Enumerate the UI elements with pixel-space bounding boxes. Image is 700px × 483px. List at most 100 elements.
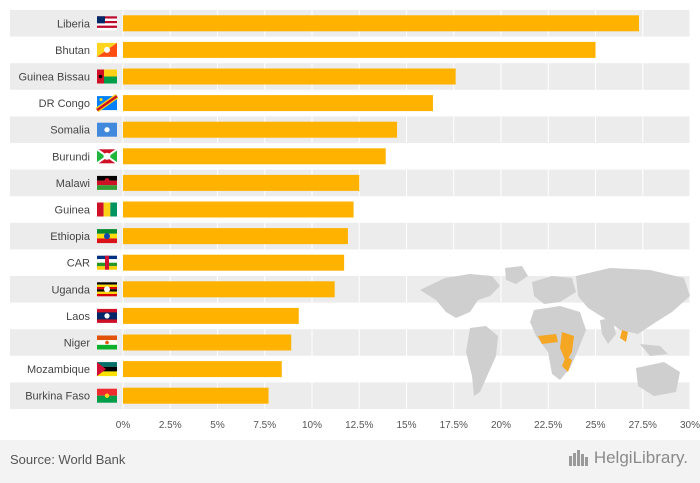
flag-band [97,335,117,341]
x-tick-label: 30% [680,420,700,431]
brand-name: HelgiLibrary. [593,448,688,467]
source-text: Source: World Bank [10,452,126,467]
category-label: Bhutan [55,45,90,57]
country-flag-icon [97,282,117,297]
flag-part [97,362,106,377]
bar [123,201,354,218]
flag-band [97,388,117,396]
bar [123,174,360,191]
flag-band [97,284,117,287]
category-label: Uganda [51,284,90,296]
x-tick-label: 5% [210,420,225,431]
flag-stripe [97,20,117,24]
bars [123,15,639,404]
flag-band [97,291,117,294]
map-landmass [466,326,498,396]
x-tick-label: 12.5% [345,420,373,431]
country-flag-icon [97,308,117,323]
map-highlight-region [562,356,572,372]
flag-band [97,371,117,377]
flag-band [97,180,117,186]
bar [123,228,348,245]
flag-diagonal [96,95,118,112]
x-tick-label: 0% [116,420,131,431]
map-landmass [636,362,680,396]
x-tick-label: 17.5% [440,420,468,431]
bar [123,334,292,351]
flag-stripe [97,25,117,28]
x-axis-ticks: 0% 2.5% 5% 7.5% 10% 12.5% 15% 17.5% 20% 22.5% 25% 2… [116,420,700,431]
helgi-library-logo-icon [568,450,588,466]
country-flag-icon [97,175,117,190]
flag-star [104,127,110,133]
flag-band [97,69,117,77]
x-tick-label: 2.5% [159,420,182,431]
map-highlight-region [538,334,558,344]
flag-band [110,202,117,217]
map-landmass [640,344,668,356]
flags [95,16,119,403]
flag-band [97,202,104,217]
category-label: Ethiopia [50,231,91,243]
flag-disc [104,286,110,293]
flag-band [97,282,117,285]
flag-sun [104,178,110,183]
flag-part [107,149,117,164]
category-label: Burundi [52,151,90,163]
flag-star [104,393,110,398]
brand[interactable]: HelgiLibrary. [568,448,688,468]
map-landmass [600,318,616,344]
map-landmass [505,266,528,284]
map-highlight-region [620,330,628,342]
category-label: Guinea [55,205,91,217]
country-flag-icon [97,16,117,31]
category-label: Niger [64,338,91,350]
country-flag-icon [97,202,117,217]
world-map-icon [420,266,690,396]
flag-part [97,149,107,164]
country-flag-icon [97,362,117,377]
flag-disc [105,340,109,345]
flag-disc [103,152,111,160]
flag-band [97,229,117,234]
flag-band [97,395,117,403]
map-highlight-region [560,332,574,362]
category-label: Liberia [57,18,91,30]
category-label: DR Congo [39,98,90,110]
flag-stripe [97,18,117,21]
country-flag-icon [95,94,119,113]
flag-band [97,76,117,84]
flag-emblem [104,233,110,240]
flag-emblem [104,46,110,53]
x-tick-label: 22.5% [534,420,562,431]
bar [123,387,269,404]
map-landmass [530,306,586,380]
flag-band [103,202,111,217]
category-label: Malawi [56,178,90,190]
flag-band [105,255,109,270]
flag-band [97,293,117,297]
bar [123,307,299,324]
flag-star [98,74,103,79]
x-tick-label: 27.5% [629,420,657,431]
country-flag-icon [97,42,117,57]
category-labels: Liberia Bhutan Guinea Bissau DR Congo Somali… [18,18,90,402]
country-flag-icon [97,255,117,270]
bar [123,254,345,271]
bar [123,41,596,58]
x-tick-label: 10% [302,420,322,431]
flag-band [97,238,117,244]
flag-band [97,366,117,372]
bar [123,148,386,165]
country-flag-icon [97,335,117,350]
country-flag-icon [97,122,117,137]
bar [123,121,398,138]
category-label: Somalia [50,125,91,137]
bar [123,15,639,32]
flag-stripe [97,16,117,19]
map-landmass [420,274,500,318]
category-label: Laos [66,311,90,323]
flag-stripe [97,27,117,31]
category-label: Burkina Faso [25,391,90,403]
bar [123,361,282,378]
